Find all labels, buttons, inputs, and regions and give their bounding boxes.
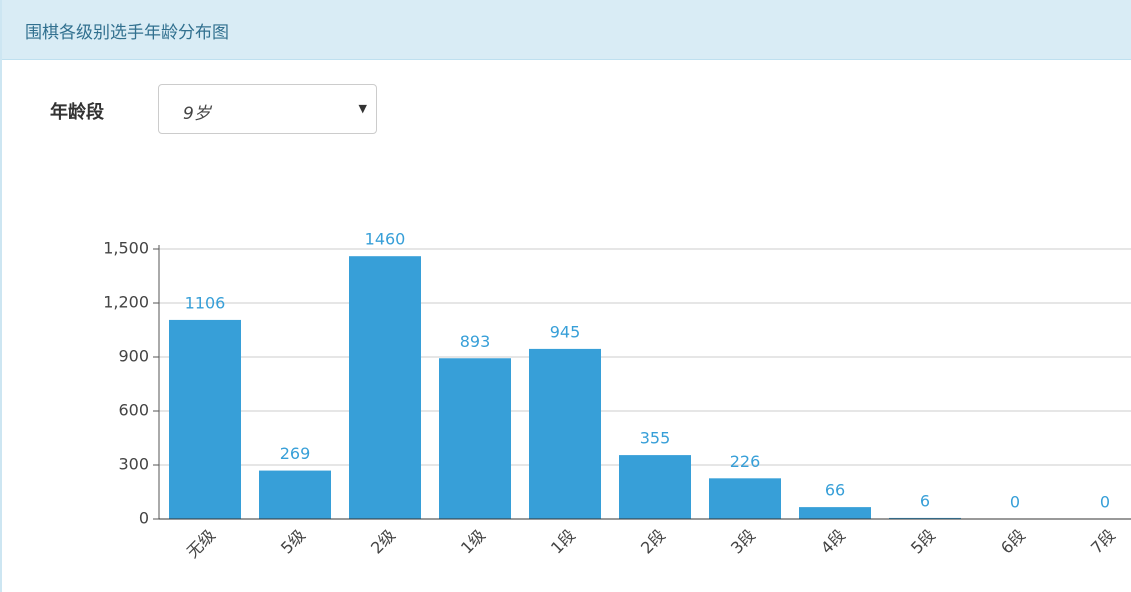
age-select[interactable]: 9岁 ▼ xyxy=(158,84,377,134)
value-label: 0 xyxy=(1100,493,1110,512)
bar xyxy=(529,348,601,519)
bar xyxy=(169,319,241,519)
y-tick-label: 600 xyxy=(118,401,149,420)
select-value: 9岁 xyxy=(183,104,211,124)
x-tick-label: 2段 xyxy=(637,526,669,558)
y-tick-label: 1,200 xyxy=(103,293,149,312)
bar xyxy=(709,478,781,519)
value-label: 226 xyxy=(730,452,761,471)
x-tick-label: 5级 xyxy=(277,526,309,558)
x-tick-label: 2级 xyxy=(367,526,399,558)
y-tick-label: 0 xyxy=(139,509,149,528)
bar xyxy=(799,507,871,519)
x-tick-label: 7段 xyxy=(1087,526,1119,558)
value-label: 945 xyxy=(550,322,581,341)
bar xyxy=(349,256,421,519)
value-label: 6 xyxy=(920,491,930,510)
value-label: 0 xyxy=(1010,493,1020,512)
x-tick-label: 3段 xyxy=(727,526,759,558)
x-tick-label: 1段 xyxy=(547,526,579,558)
value-label: 893 xyxy=(460,332,491,351)
x-tick-label: 无级 xyxy=(183,526,219,562)
y-tick-label: 1,500 xyxy=(103,239,149,258)
x-tick-label: 4段 xyxy=(817,526,849,558)
bar xyxy=(619,455,691,519)
x-tick-label: 6段 xyxy=(997,526,1029,558)
value-label: 1460 xyxy=(365,230,406,249)
filter-label: 年龄段 xyxy=(50,102,104,123)
bar xyxy=(889,517,961,519)
value-label: 269 xyxy=(280,444,311,463)
value-label: 1106 xyxy=(185,293,226,312)
value-label: 66 xyxy=(825,481,845,500)
header-title: 围棋各级别选手年龄分布图 xyxy=(25,23,229,43)
bar xyxy=(259,470,331,519)
value-label: 355 xyxy=(640,429,671,448)
y-tick-label: 300 xyxy=(118,455,149,474)
x-tick-label: 1级 xyxy=(457,526,489,558)
header: 围棋各级别选手年龄分布图 xyxy=(2,0,1131,60)
bar xyxy=(439,358,511,519)
dropdown-arrow: ▼ xyxy=(358,102,367,115)
y-tick-label: 900 xyxy=(118,347,149,366)
x-tick-label: 5段 xyxy=(907,526,939,558)
